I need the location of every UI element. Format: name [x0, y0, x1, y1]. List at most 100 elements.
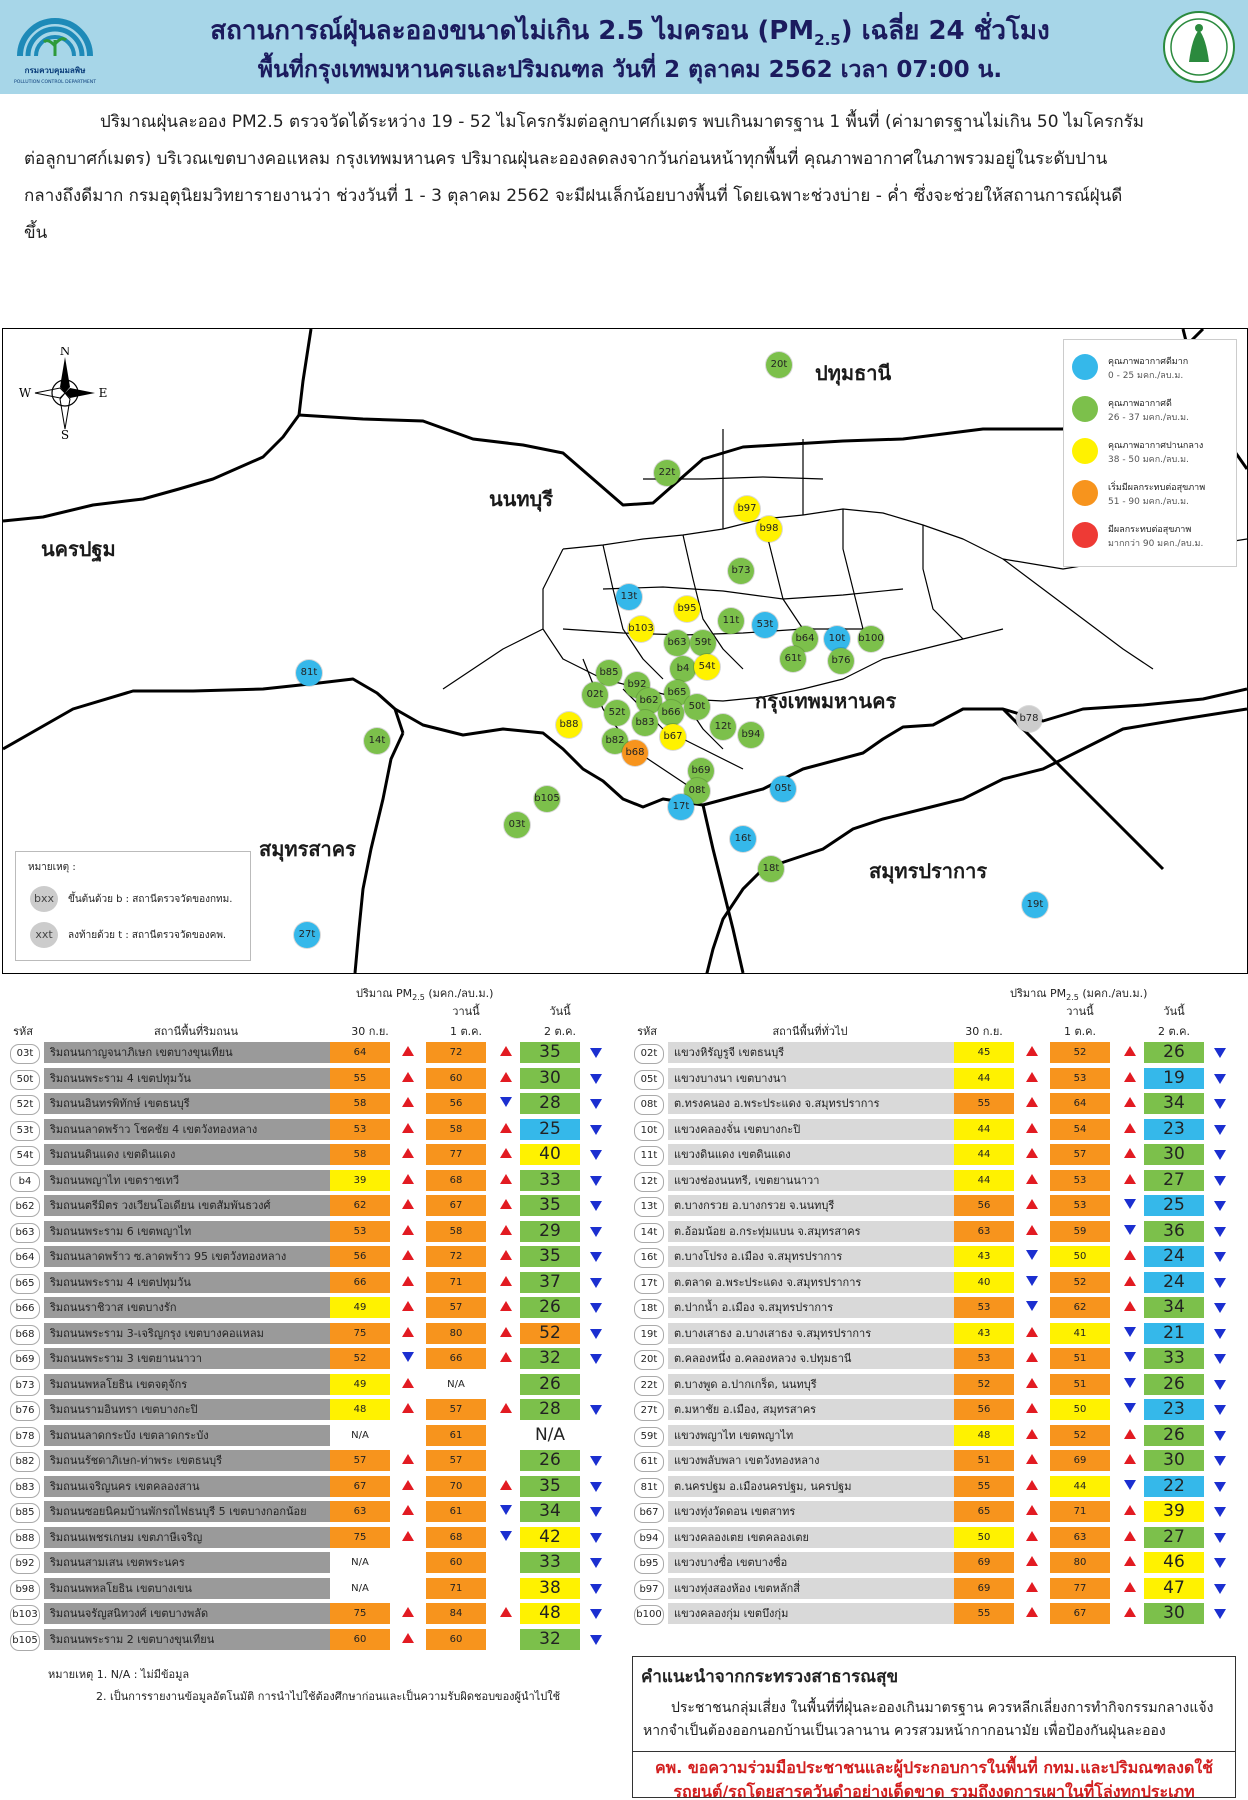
region-label-samut-sakhon: สมุทรสาคร — [259, 837, 356, 861]
station-marker-50t[interactable]: 50t — [684, 694, 710, 720]
value-sep-30: 55 — [954, 1093, 1014, 1114]
station-marker-03t[interactable]: 03t — [504, 812, 530, 838]
value-oct-2: 26 — [1144, 1373, 1204, 1395]
trend-up-icon — [1124, 1122, 1136, 1133]
station-marker-10t[interactable]: 10t — [824, 626, 850, 652]
table-row: b82 ริมถนนรัชดาภิเษก-ท่าพระ เขตธนบุรี 57 57… — [6, 1448, 606, 1474]
trend-up-icon — [1026, 1377, 1038, 1388]
station-code: b83 — [10, 1477, 40, 1498]
station-name: แขวงคลองเตย เขตคลองเตย — [668, 1526, 954, 1548]
table-row: 53t ริมถนนลาดพร้าว โชคชัย 4 เขตวังทองหลาง… — [6, 1117, 606, 1143]
station-marker-16t[interactable]: 16t — [730, 826, 756, 852]
value-sep-30: 48 — [954, 1424, 1014, 1446]
station-marker-b62[interactable]: b62 — [636, 688, 662, 714]
station-marker-b103[interactable]: b103 — [628, 616, 654, 642]
value-oct-1: 84 — [426, 1603, 486, 1624]
station-marker-20t[interactable]: 20t — [766, 352, 792, 378]
trend-up-icon — [402, 1224, 414, 1235]
value-sep-30: 67 — [330, 1475, 390, 1497]
value-sep-30: 57 — [330, 1450, 390, 1471]
station-marker-13t[interactable]: 13t — [616, 584, 642, 610]
table-row: 05t แขวงบางนา เขตบางนา 44 53 19 — [630, 1066, 1230, 1092]
value-oct-2: 21 — [1144, 1322, 1204, 1344]
station-marker-b94[interactable]: b94 — [738, 722, 764, 748]
station-code: 10t — [634, 1120, 664, 1141]
station-marker-14t[interactable]: 14t — [364, 728, 390, 754]
station-marker-b85[interactable]: b85 — [596, 660, 622, 686]
value-sep-30: 45 — [954, 1042, 1014, 1063]
station-marker-b95[interactable]: b95 — [674, 596, 700, 622]
value-oct-2: 33 — [1144, 1348, 1204, 1369]
value-sep-30: 55 — [954, 1475, 1014, 1497]
station-marker-22t[interactable]: 22t — [654, 460, 680, 486]
station-marker-b73[interactable]: b73 — [728, 558, 754, 584]
trend-up-icon — [1026, 1122, 1038, 1133]
value-oct-2: 34 — [520, 1501, 580, 1522]
col-name-header: สถานีพื้นที่ริมถนน — [154, 1025, 238, 1038]
station-marker-52t[interactable]: 52t — [604, 700, 630, 726]
value-sep-30: 53 — [954, 1297, 1014, 1318]
station-code: 14t — [634, 1222, 664, 1243]
trend-up-icon — [1026, 1581, 1038, 1592]
station-code: b62 — [10, 1197, 40, 1217]
region-label-samut-prakan: สมุทรปราการ — [869, 859, 988, 883]
value-oct-2: 48 — [520, 1603, 580, 1624]
trend-up-icon — [500, 1275, 512, 1286]
station-marker-81t[interactable]: 81t — [296, 660, 322, 686]
station-marker-12t[interactable]: 12t — [710, 714, 736, 740]
trend-up-icon — [402, 1122, 414, 1133]
table-row: 50t ริมถนนพระราม 4 เขตปทุมวัน 55 60 30 — [6, 1066, 606, 1092]
station-name: ริมถนนลาดพร้าว ซ.ลาดพร้าว 95 เขตวังทองหล… — [44, 1246, 330, 1267]
station-name: ริมถนนพระราม 4 เขตปทุมวัน — [44, 1067, 330, 1089]
table-header: ปริมาณ PM2.5 (มคก./ลบ.ม.) วานนี้ วันนี้ … — [6, 984, 606, 1040]
trend-down-icon — [1214, 1328, 1226, 1339]
station-marker-18t[interactable]: 18t — [758, 856, 784, 882]
station-name: ริมถนนพระราม 2 เขตบางขุนเทียน — [44, 1628, 330, 1650]
compass-rose-icon: N S E W — [19, 347, 108, 439]
station-marker-b88[interactable]: b88 — [556, 712, 582, 738]
trend-up-icon — [1124, 1097, 1136, 1107]
station-marker-53t[interactable]: 53t — [752, 612, 778, 638]
station-name: ริมถนนรัชดาภิเษก-ท่าพระ เขตธนบุรี — [44, 1450, 330, 1471]
station-marker-27t[interactable]: 27t — [294, 922, 320, 948]
station-marker-b105[interactable]: b105 — [534, 786, 560, 812]
trend-down-icon — [1214, 1558, 1226, 1568]
roadside-table-body: 03t ริมถนนกาญจนาภิเษก เขตบางขุนเทียน 64 72 3… — [6, 1040, 606, 1652]
station-code: b66 — [10, 1299, 40, 1319]
trend-down-icon — [590, 1277, 602, 1288]
station-marker-b76[interactable]: b76 — [828, 648, 854, 674]
station-marker-11t[interactable]: 11t — [718, 608, 744, 634]
station-name: ริมถนนลาดกระบัง เขตลาดกระบัง — [44, 1424, 330, 1446]
trend-up-icon — [1124, 1530, 1136, 1541]
station-marker-b68[interactable]: b68 — [622, 740, 648, 766]
station-marker-b78[interactable]: b78 — [1016, 706, 1042, 732]
trend-down-icon — [590, 1175, 602, 1186]
station-marker-b97[interactable]: b97 — [734, 496, 760, 522]
station-marker-b100[interactable]: b100 — [858, 626, 884, 652]
col-today-label: วันนี้ — [1163, 1005, 1185, 1018]
note-symbol-t: xxt — [30, 922, 58, 948]
station-marker-59t[interactable]: 59t — [690, 630, 716, 656]
table-row: b83 ริมถนนเจริญนคร เขตคลองสาน 67 70 35 — [6, 1474, 606, 1500]
station-code: 03t — [10, 1044, 40, 1064]
station-marker-b83[interactable]: b83 — [632, 710, 658, 736]
station-code: 08t — [634, 1095, 664, 1115]
trend-down-icon — [500, 1097, 512, 1107]
trend-down-icon — [590, 1226, 602, 1237]
col-yesterday-label: วานนี้ — [452, 1005, 480, 1018]
station-marker-17t[interactable]: 17t — [668, 794, 694, 820]
station-marker-b98[interactable]: b98 — [756, 516, 782, 542]
station-marker-61t[interactable]: 61t — [780, 646, 806, 672]
table-row: b100 แขวงคลองกุ่ม เขตบึงกุ่ม 55 67 30 — [630, 1601, 1230, 1627]
station-name: ต.ปากน้ำ อ.เมือง จ.สมุทรปราการ — [668, 1297, 954, 1318]
station-marker-02t[interactable]: 02t — [582, 682, 608, 708]
trend-down-icon — [1214, 1099, 1226, 1109]
station-marker-54t[interactable]: 54t — [694, 654, 720, 680]
station-marker-b63[interactable]: b63 — [664, 630, 690, 656]
station-name: แขวงบางซื่อ เขตบางซื่อ — [668, 1552, 954, 1573]
station-marker-b4[interactable]: b4 — [670, 656, 696, 682]
station-marker-b66[interactable]: b66 — [658, 700, 684, 726]
station-marker-19t[interactable]: 19t — [1022, 892, 1048, 918]
station-marker-05t[interactable]: 05t — [770, 776, 796, 802]
station-marker-b67[interactable]: b67 — [660, 724, 686, 750]
